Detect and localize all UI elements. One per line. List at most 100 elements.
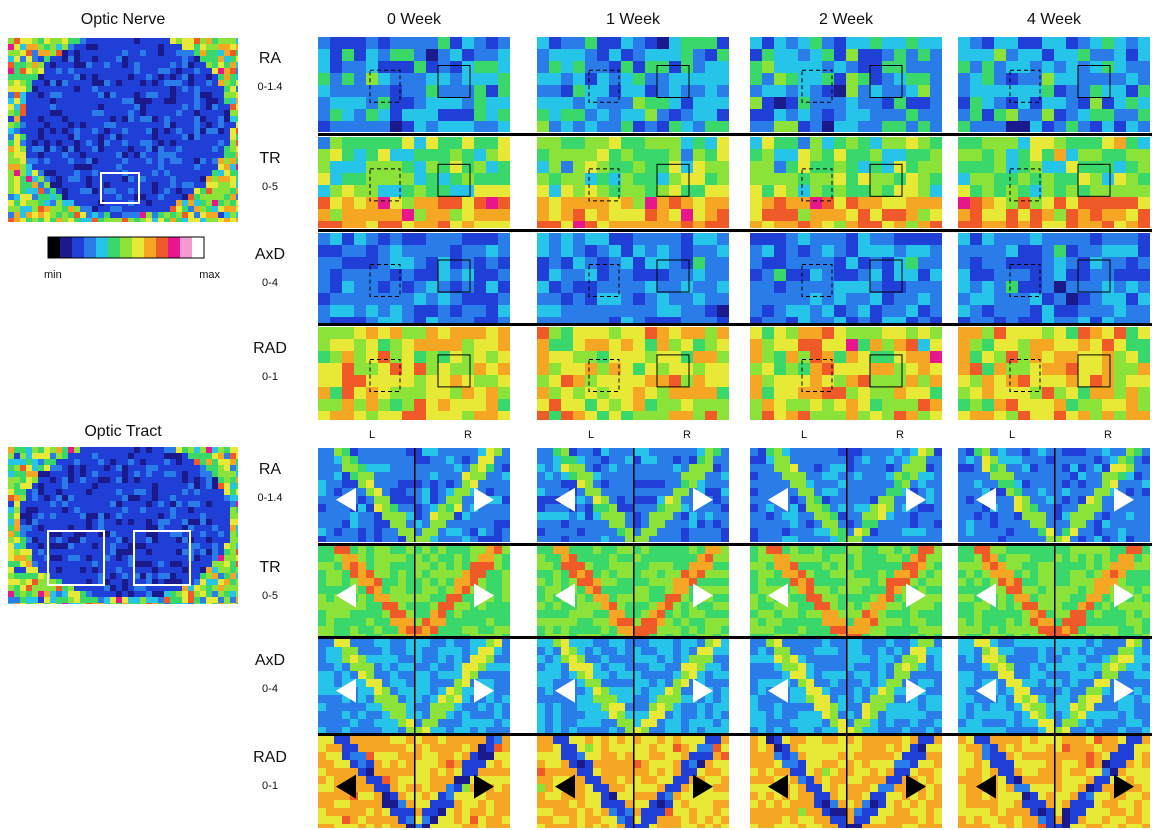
pixel [486,109,498,121]
pixel [318,305,330,317]
pixel [406,520,414,528]
pixel [498,327,510,339]
pixel [188,513,194,519]
pixel [110,182,116,188]
pixel [26,98,32,104]
pixel [470,480,478,488]
pixel [182,561,188,567]
pixel [342,293,354,305]
pixel [200,50,206,56]
pixel [86,567,92,573]
pixel [152,477,158,483]
pixel [128,128,134,134]
pixel [573,173,585,185]
pixel [545,536,553,542]
pixel [1114,197,1126,209]
pixel [1042,173,1054,185]
pixel [414,257,426,269]
pixel [454,488,462,496]
pixel [182,164,188,170]
pixel [422,504,430,512]
pixel [625,496,633,504]
pixel [870,97,882,109]
pixel [14,68,20,74]
pixel [134,146,140,152]
pixel [858,161,870,173]
pixel [200,104,206,110]
pixel [50,158,56,164]
pixel [810,97,822,109]
pixel [561,351,573,363]
pixel [176,200,182,206]
pixel [218,525,224,531]
pixel [44,44,50,50]
pixel [110,495,116,501]
pixel [230,567,236,573]
pixel [38,74,44,80]
pixel [822,327,834,339]
pixel [846,109,858,121]
pixel [32,68,38,74]
pixel [86,134,92,140]
pixel [1078,85,1090,97]
pixel [625,480,633,488]
pixel [354,305,366,317]
pixel [918,61,930,73]
pixel [74,104,80,110]
pixel [128,116,134,122]
pixel [146,182,152,188]
pixel [1042,399,1054,411]
pixel [212,194,218,200]
pixel [8,80,14,86]
pixel [134,453,140,459]
pixel [110,513,116,519]
pixel [486,73,498,85]
pixel [1114,399,1126,411]
pixel [402,269,414,281]
pixel [146,459,152,465]
pixel [116,146,122,152]
pixel [200,561,206,567]
pixel [122,567,128,573]
pixel [50,453,56,459]
pixel [354,121,366,132]
pixel [882,293,894,305]
pixel [478,520,486,528]
pixel [68,158,74,164]
pixel [1138,197,1150,209]
pixel [609,305,621,317]
pixel [152,495,158,501]
pixel [98,92,104,98]
pixel [561,375,573,387]
pixel [104,164,110,170]
pixel [158,591,164,597]
pixel [212,170,218,176]
pixel [164,176,170,182]
pixel [994,149,1006,161]
pixel [585,504,593,512]
pixel [762,305,774,317]
pixel [326,480,334,488]
pixel [62,164,68,170]
pixel [182,92,188,98]
pixel [689,528,697,536]
pixel [212,182,218,188]
pixel [633,49,645,61]
pixel [218,140,224,146]
pixel [194,519,200,525]
pixel [1042,233,1054,245]
pixel [721,448,729,456]
pixel [549,85,561,97]
pixel [200,603,206,604]
pixel [882,269,894,281]
pixel [549,363,561,375]
pixel [705,387,717,399]
pixel [206,525,212,531]
pixel [164,50,170,56]
pixel [146,176,152,182]
pixel [414,317,426,323]
pixel [982,185,994,197]
pixel [681,245,693,257]
pixel [649,496,657,504]
pixel [1078,245,1090,257]
